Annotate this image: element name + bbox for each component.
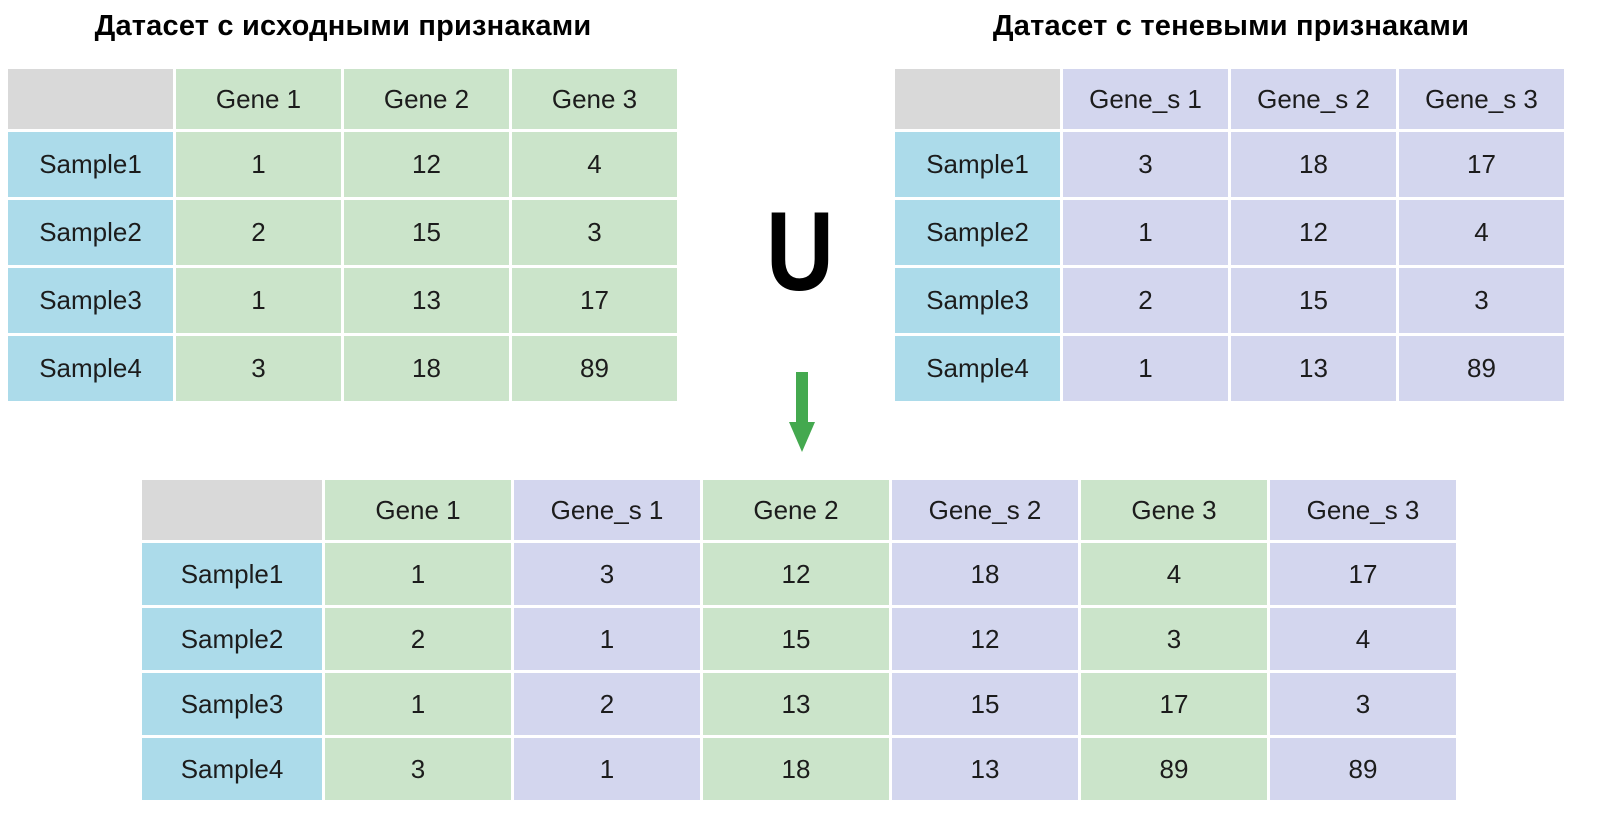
value-cell: 4 (512, 132, 677, 197)
table-row: Sample1 3 18 17 (895, 132, 1564, 197)
table-row: Sample3 1 13 17 (8, 268, 677, 333)
row-label-cell: Sample2 (8, 200, 173, 265)
row-label-cell: Sample4 (8, 336, 173, 401)
column-header-cell: Gene_s 3 (1399, 69, 1564, 129)
table-row: Sample4 3 1 18 13 89 89 (142, 738, 1456, 800)
value-cell: 89 (1270, 738, 1456, 800)
value-cell: 3 (1399, 268, 1564, 333)
down-arrow-icon (789, 372, 815, 452)
value-cell: 1 (325, 673, 511, 735)
column-header-cell: Gene_s 2 (1231, 69, 1396, 129)
value-cell: 3 (325, 738, 511, 800)
shadow-dataset-title: Датасет с теневыми признаками (992, 10, 1470, 42)
column-header-cell: Gene_s 1 (514, 480, 700, 540)
corner-cell (895, 69, 1060, 129)
column-header-cell: Gene 2 (703, 480, 889, 540)
value-cell: 18 (344, 336, 509, 401)
shadow-dataset-table: Gene_s 1 Gene_s 2 Gene_s 3 Sample1 3 18 17 Samp… (892, 66, 1567, 404)
table-row: Sample2 2 15 3 (8, 200, 677, 265)
column-header-cell: Gene 2 (344, 69, 509, 129)
value-cell: 4 (1270, 608, 1456, 670)
value-cell: 3 (1081, 608, 1267, 670)
table-row: Sample4 3 18 89 (8, 336, 677, 401)
value-cell: 18 (892, 543, 1078, 605)
column-header-cell: Gene_s 1 (1063, 69, 1228, 129)
row-label-cell: Sample2 (895, 200, 1060, 265)
value-cell: 17 (512, 268, 677, 333)
value-cell: 12 (344, 132, 509, 197)
value-cell: 17 (1270, 543, 1456, 605)
value-cell: 3 (512, 200, 677, 265)
table-row: Sample1 1 3 12 18 4 17 (142, 543, 1456, 605)
value-cell: 89 (1399, 336, 1564, 401)
value-cell: 1 (1063, 200, 1228, 265)
table-row: Sample2 1 12 4 (895, 200, 1564, 265)
value-cell: 1 (176, 268, 341, 333)
value-cell: 1 (514, 608, 700, 670)
table-row: Sample3 1 2 13 15 17 3 (142, 673, 1456, 735)
value-cell: 3 (1270, 673, 1456, 735)
value-cell: 17 (1081, 673, 1267, 735)
value-cell: 15 (1231, 268, 1396, 333)
union-symbol: U (766, 189, 834, 314)
value-cell: 2 (514, 673, 700, 735)
column-header-cell: Gene 3 (1081, 480, 1267, 540)
value-cell: 1 (514, 738, 700, 800)
value-cell: 3 (176, 336, 341, 401)
value-cell: 2 (1063, 268, 1228, 333)
value-cell: 89 (1081, 738, 1267, 800)
column-header-cell: Gene 1 (176, 69, 341, 129)
value-cell: 12 (892, 608, 1078, 670)
row-label-cell: Sample3 (142, 673, 322, 735)
table-row: Sample3 2 15 3 (895, 268, 1564, 333)
column-header-cell: Gene_s 2 (892, 480, 1078, 540)
row-label-cell: Sample4 (895, 336, 1060, 401)
row-label-cell: Sample3 (8, 268, 173, 333)
value-cell: 1 (325, 543, 511, 605)
value-cell: 1 (1063, 336, 1228, 401)
column-header-cell: Gene 3 (512, 69, 677, 129)
row-label-cell: Sample3 (895, 268, 1060, 333)
column-header-cell: Gene_s 3 (1270, 480, 1456, 540)
column-header-cell: Gene 1 (325, 480, 511, 540)
value-cell: 3 (1063, 132, 1228, 197)
value-cell: 89 (512, 336, 677, 401)
table-row: Sample1 1 12 4 (8, 132, 677, 197)
value-cell: 2 (176, 200, 341, 265)
value-cell: 12 (703, 543, 889, 605)
value-cell: 15 (703, 608, 889, 670)
value-cell: 17 (1399, 132, 1564, 197)
value-cell: 13 (703, 673, 889, 735)
row-label-cell: Sample1 (142, 543, 322, 605)
table-row: Sample4 1 13 89 (895, 336, 1564, 401)
value-cell: 13 (344, 268, 509, 333)
row-label-cell: Sample1 (895, 132, 1060, 197)
row-label-cell: Sample2 (142, 608, 322, 670)
value-cell: 18 (703, 738, 889, 800)
value-cell: 4 (1399, 200, 1564, 265)
original-dataset-table: Gene 1 Gene 2 Gene 3 Sample1 1 12 4 Sample2 2 15 3… (5, 66, 680, 404)
value-cell: 1 (176, 132, 341, 197)
value-cell: 4 (1081, 543, 1267, 605)
table-row: Sample2 2 1 15 12 3 4 (142, 608, 1456, 670)
combined-dataset-table: Gene 1 Gene_s 1 Gene 2 Gene_s 2 Gene 3 Gene_s… (139, 477, 1459, 803)
value-cell: 2 (325, 608, 511, 670)
value-cell: 13 (1231, 336, 1396, 401)
original-dataset-title: Датасет с исходными признаками (94, 10, 592, 42)
row-label-cell: Sample1 (8, 132, 173, 197)
value-cell: 15 (344, 200, 509, 265)
row-label-cell: Sample4 (142, 738, 322, 800)
value-cell: 13 (892, 738, 1078, 800)
value-cell: 3 (514, 543, 700, 605)
value-cell: 18 (1231, 132, 1396, 197)
corner-cell (8, 69, 173, 129)
value-cell: 12 (1231, 200, 1396, 265)
corner-cell (142, 480, 322, 540)
value-cell: 15 (892, 673, 1078, 735)
